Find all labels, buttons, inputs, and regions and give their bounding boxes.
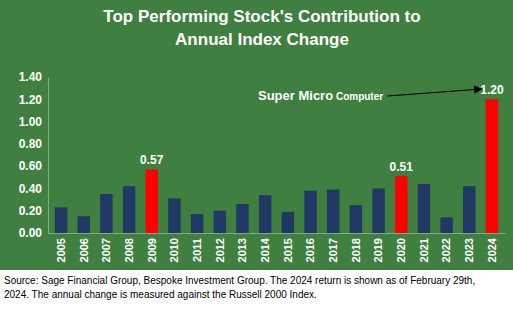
bar (463, 186, 475, 233)
x-tick: 2019 (372, 233, 384, 262)
x-tick-label: 2019 (372, 238, 384, 262)
x-tick-label: 2008 (123, 238, 135, 262)
y-tick: 0.80 (19, 137, 48, 151)
bar (191, 214, 203, 233)
bar (440, 217, 452, 233)
title-line: Top Performing Stock's Contribution to (103, 7, 420, 26)
bar (372, 188, 384, 233)
x-tick-label: 2007 (100, 238, 112, 262)
y-tick-label: 0.60 (19, 159, 43, 173)
data-label: 1.20 (480, 83, 504, 97)
bar (214, 211, 226, 233)
x-tick-label: 2024 (486, 237, 498, 262)
x-tick: 2018 (350, 233, 362, 262)
y-tick-label: 0.00 (19, 226, 43, 240)
y-tick: 1.00 (19, 115, 48, 129)
y-axis-line (48, 78, 49, 234)
bar (486, 99, 498, 233)
bar (123, 186, 135, 233)
y-tick-label: 0.80 (19, 137, 43, 151)
source-line: Source: Sage Financial Group, Bespoke In… (4, 275, 475, 286)
title: Top Performing Stock's Contribution to An… (103, 7, 420, 49)
x-tick: 2010 (168, 233, 180, 262)
y-axis: 0.00 0.20 0.40 0.60 0.80 1.00 1.20 1.40 (19, 70, 49, 240)
x-tick: 2015 (282, 233, 294, 262)
x-tick: 2011 (191, 233, 203, 262)
x-tick: 2006 (78, 233, 90, 262)
x-tick-label: 2016 (304, 238, 316, 262)
x-tick: 2023 (463, 233, 475, 262)
bar (418, 184, 430, 233)
source-note: Source: Sage Financial Group, Bespoke In… (4, 275, 475, 300)
y-tick: 0.20 (19, 204, 48, 218)
bar (55, 207, 67, 233)
x-tick: 2005 (55, 233, 67, 262)
x-tick-label: 2017 (327, 238, 339, 262)
x-tick: 2016 (304, 233, 316, 262)
x-tick-label: 2005 (55, 238, 67, 262)
bar (282, 212, 294, 233)
annotation-part: Super Micro (258, 88, 333, 103)
y-tick: 0.60 (19, 159, 48, 173)
annotation: Super Micro Computer (258, 88, 383, 103)
bar (100, 194, 112, 233)
x-tick: 2007 (100, 233, 112, 262)
y-tick-label: 1.20 (19, 93, 43, 107)
y-tick-label: 1.40 (19, 70, 43, 84)
x-tick: 2009 (146, 233, 158, 262)
x-tick: 2022 (440, 233, 452, 262)
y-tick-label: 1.00 (19, 115, 43, 129)
data-label: 0.57 (140, 153, 164, 167)
x-tick: 2017 (327, 233, 339, 262)
bar (168, 198, 180, 233)
y-tick: 0.40 (19, 182, 48, 196)
y-tick-label: 0.20 (19, 204, 43, 218)
y-tick-label: 0.40 (19, 182, 43, 196)
annotation-arrow (387, 89, 481, 96)
data-labels: 0.57 0.51 1.20 (140, 83, 504, 174)
bar (236, 204, 248, 233)
bar (327, 190, 339, 233)
x-tick-label: 2013 (236, 238, 248, 262)
x-tick: 2020 (395, 233, 407, 262)
x-tick-label: 2015 (282, 238, 294, 262)
chart-background (0, 0, 513, 270)
x-tick: 2021 (418, 233, 430, 262)
y-tick: 1.20 (19, 93, 48, 107)
x-tick-label: 2012 (214, 238, 226, 262)
bar (350, 205, 362, 233)
x-axis: 2005 2006 2007 2008 2009 2010 2011 2012 2013 2014… (49, 233, 506, 262)
x-tick-label: 2021 (418, 238, 430, 262)
x-tick-label: 2010 (168, 238, 180, 262)
bar (304, 191, 316, 233)
bar (395, 176, 407, 233)
y-tick: 1.40 (19, 70, 48, 84)
x-tick-label: 2022 (440, 238, 452, 262)
bar (77, 216, 89, 233)
bar (259, 195, 271, 233)
x-tick-label: 2014 (259, 237, 271, 262)
x-tick: 2014 (259, 233, 271, 262)
bar (146, 169, 158, 233)
source-line: 2024. The annual change is measured agai… (4, 289, 317, 300)
title-line: Annual Index Change (175, 30, 349, 49)
x-tick: 2024 (486, 233, 498, 262)
x-tick-label: 2006 (78, 238, 90, 262)
x-tick-label: 2009 (146, 238, 158, 262)
y-tick: 0.00 (19, 226, 48, 240)
x-tick: 2013 (236, 233, 248, 262)
x-tick-label: 2011 (191, 238, 203, 262)
x-tick-label: 2023 (463, 238, 475, 262)
x-tick: 2012 (214, 233, 226, 262)
bars (55, 99, 498, 233)
x-axis-line (49, 233, 506, 234)
data-label: 0.51 (390, 160, 414, 174)
x-tick-label: 2018 (350, 238, 362, 262)
annotation-part: Computer (333, 91, 383, 102)
x-tick: 2008 (123, 233, 135, 262)
x-tick-label: 2020 (395, 238, 407, 262)
